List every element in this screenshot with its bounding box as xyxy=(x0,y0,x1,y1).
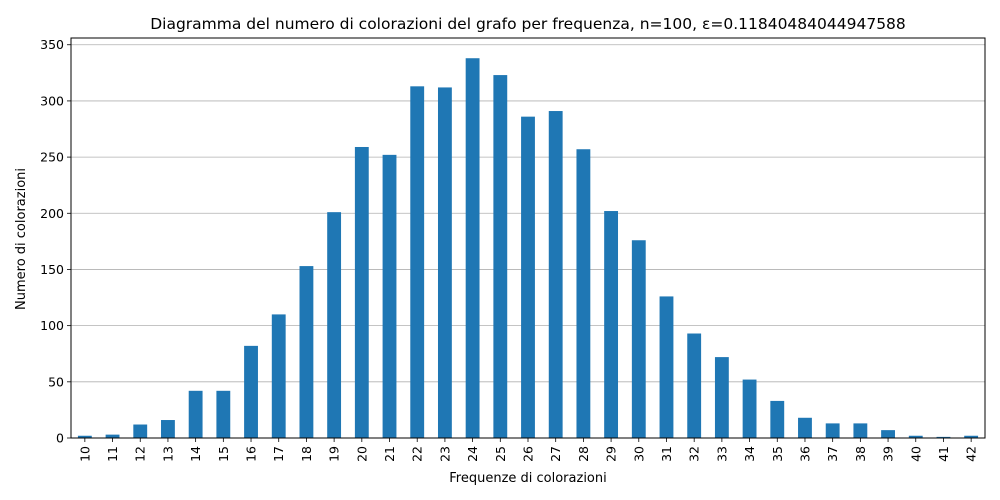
x-tick-label: 29 xyxy=(604,446,619,462)
bar xyxy=(382,154,397,438)
plot-frame xyxy=(70,37,986,439)
x-tick-label: 22 xyxy=(410,446,425,462)
x-tick-label: 42 xyxy=(964,446,979,462)
bar xyxy=(964,435,979,438)
bar xyxy=(271,314,286,438)
x-tick-label: 20 xyxy=(354,446,369,462)
x-tick-label: 25 xyxy=(493,446,508,462)
bar xyxy=(216,390,231,438)
x-tick-label: 36 xyxy=(797,446,812,462)
x-tick-label: 27 xyxy=(548,446,563,462)
x-tick-label: 32 xyxy=(687,446,702,462)
y-axis-ticks: 0 50 100 150 200 250 300 350 xyxy=(40,37,71,446)
bars xyxy=(77,58,979,439)
x-tick-label: 17 xyxy=(271,446,286,462)
y-tick-label: 250 xyxy=(40,150,64,165)
x-tick-label: 34 xyxy=(742,446,757,462)
x-tick-label: 38 xyxy=(853,446,868,462)
bar xyxy=(853,423,868,438)
bar xyxy=(936,436,951,438)
bar xyxy=(437,87,452,438)
x-axis-ticks: 10 11 12 13 14 15 16 17 18 19 20 21 22 23 24 25 26 27 28 29… xyxy=(77,438,979,462)
y-tick-label: 100 xyxy=(40,318,64,333)
bar xyxy=(742,379,757,438)
bar xyxy=(244,345,258,438)
x-tick-label: 41 xyxy=(936,446,951,462)
x-tick-label: 12 xyxy=(133,446,148,462)
x-axis-label: Frequenze di colorazioni xyxy=(449,471,607,486)
y-axis-label: Numero di colorazioni xyxy=(14,168,29,310)
bar xyxy=(548,111,563,439)
bar xyxy=(299,266,314,438)
bar xyxy=(687,333,702,438)
bar xyxy=(410,86,425,438)
x-tick-label: 26 xyxy=(521,446,536,462)
bar xyxy=(908,435,923,438)
bar xyxy=(770,400,785,438)
x-tick-label: 37 xyxy=(825,446,840,462)
x-tick-label: 18 xyxy=(299,446,314,462)
bar xyxy=(825,423,840,438)
x-tick-label: 28 xyxy=(576,446,591,462)
x-tick-label: 39 xyxy=(881,446,896,462)
bar xyxy=(576,149,591,438)
x-tick-label: 33 xyxy=(714,446,729,462)
bar xyxy=(77,435,92,438)
bar xyxy=(521,116,535,439)
x-tick-label: 19 xyxy=(327,446,342,462)
x-tick-label: 11 xyxy=(105,446,120,462)
y-tick-label: 300 xyxy=(40,93,64,108)
x-tick-label: 23 xyxy=(437,446,452,462)
bar xyxy=(327,212,342,438)
bar xyxy=(133,424,148,438)
x-tick-label: 31 xyxy=(659,446,674,462)
x-tick-label: 13 xyxy=(160,446,175,462)
x-tick-label: 35 xyxy=(770,446,785,462)
bar xyxy=(161,420,175,438)
x-tick-label: 30 xyxy=(631,446,646,462)
y-tick-label: 350 xyxy=(40,37,64,52)
x-tick-label: 21 xyxy=(382,446,397,462)
bar xyxy=(105,434,120,438)
x-tick-label: 24 xyxy=(465,446,480,462)
x-tick-label: 10 xyxy=(77,446,92,462)
bar xyxy=(881,430,895,438)
bar xyxy=(188,390,203,438)
bar xyxy=(354,146,369,438)
y-tick-label: 0 xyxy=(56,431,64,446)
y-tick-label: 50 xyxy=(48,374,64,389)
x-tick-label: 40 xyxy=(908,446,923,462)
x-tick-label: 14 xyxy=(188,446,203,462)
bar xyxy=(659,296,674,438)
x-tick-label: 15 xyxy=(216,446,231,462)
bar xyxy=(465,58,480,438)
chart-title: Diagramma del numero di colorazioni del … xyxy=(150,15,906,33)
bar xyxy=(493,75,508,439)
bar xyxy=(604,211,619,438)
bar xyxy=(714,357,729,438)
bar xyxy=(798,417,812,438)
bar xyxy=(631,240,646,438)
y-tick-label: 150 xyxy=(40,262,64,277)
y-tick-label: 200 xyxy=(40,206,64,221)
x-tick-label: 16 xyxy=(244,446,259,462)
